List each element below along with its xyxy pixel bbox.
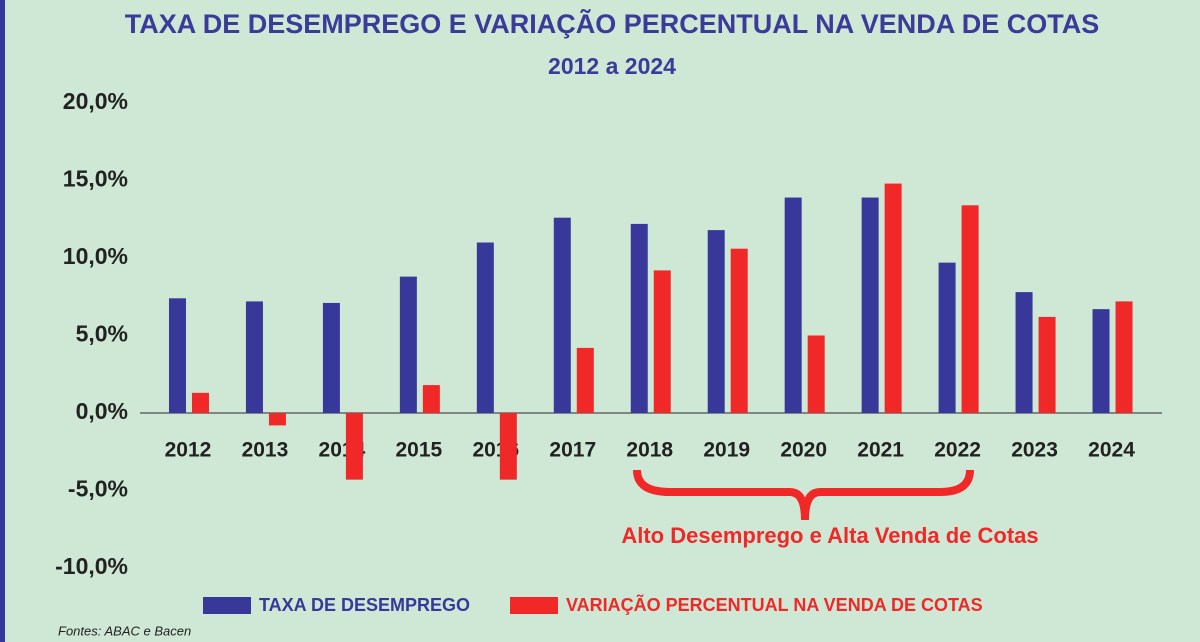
y-tick-label: 5,0% (76, 321, 128, 347)
legend-swatch (203, 597, 251, 614)
x-tick-label: 2023 (1011, 439, 1058, 462)
chart-subtitle: 2012 a 2024 (548, 53, 676, 79)
bar (476, 242, 494, 413)
bar (630, 223, 648, 413)
bar (322, 302, 340, 413)
x-tick-label: 2012 (165, 439, 212, 462)
bar (807, 335, 825, 413)
y-tick-label: 15,0% (63, 166, 128, 192)
brace (633, 469, 974, 521)
bar (1115, 301, 1133, 413)
x-tick-label: 2013 (242, 439, 289, 462)
bar (884, 183, 902, 413)
bar (499, 413, 517, 480)
x-tick-label: 2024 (1088, 439, 1135, 462)
bar (168, 298, 186, 413)
legend-label: TAXA DE DESEMPREGO (259, 595, 470, 615)
x-tick-label: 2017 (549, 439, 596, 462)
y-tick-label: 0,0% (76, 398, 128, 424)
bar (191, 392, 209, 413)
bar (730, 248, 748, 413)
source: Fontes: ABAC e Bacen (58, 623, 191, 638)
x-tick-label: 2021 (857, 439, 904, 462)
bar (784, 197, 802, 413)
x-tick-label: 2019 (703, 439, 750, 462)
bar (245, 301, 263, 413)
x-tick-label: 2015 (396, 439, 443, 462)
bar (1092, 309, 1110, 413)
x-tick-label: 2022 (934, 439, 981, 462)
bar (707, 230, 725, 413)
y-tick-label: -5,0% (68, 476, 128, 502)
bar (422, 385, 440, 413)
x-tick-label: 2020 (780, 439, 827, 462)
legend-label: VARIAÇÃO PERCENTUAL NA VENDA DE COTAS (566, 594, 983, 615)
bar (938, 262, 956, 413)
annotation: Alto Desemprego e Alta Venda de Cotas (621, 523, 1038, 548)
bar (653, 270, 671, 413)
bar (345, 413, 363, 480)
bar (1038, 316, 1056, 413)
bar (861, 197, 879, 413)
bar (399, 276, 417, 413)
x-tick-label: 2018 (626, 439, 673, 462)
y-tick-label: 10,0% (63, 243, 128, 269)
legend-swatch (510, 597, 558, 614)
bar (576, 347, 594, 413)
chart-title: TAXA DE DESEMPREGO E VARIAÇÃO PERCENTUAL… (125, 8, 1100, 39)
y-tick-label: -10,0% (55, 553, 128, 579)
y-tick-label: 20,0% (63, 88, 128, 114)
bar (1015, 292, 1033, 413)
left-border (0, 0, 5, 642)
bar (961, 205, 979, 413)
bar (553, 217, 571, 413)
bar (268, 413, 286, 426)
